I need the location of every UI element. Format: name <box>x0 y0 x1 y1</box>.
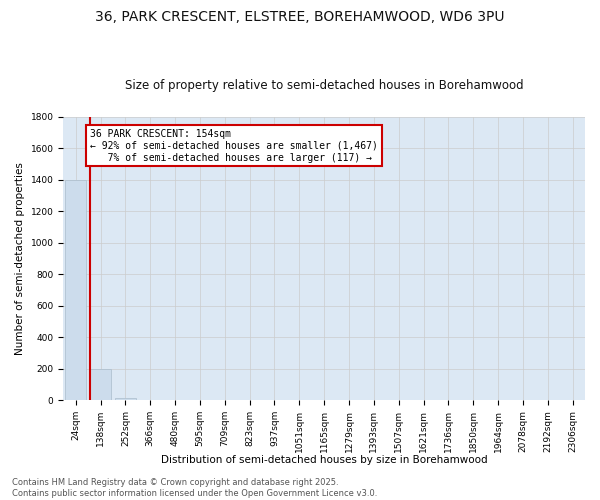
Text: Contains HM Land Registry data © Crown copyright and database right 2025.
Contai: Contains HM Land Registry data © Crown c… <box>12 478 377 498</box>
Title: Size of property relative to semi-detached houses in Borehamwood: Size of property relative to semi-detach… <box>125 79 523 92</box>
X-axis label: Distribution of semi-detached houses by size in Borehamwood: Distribution of semi-detached houses by … <box>161 455 487 465</box>
Text: 36 PARK CRESCENT: 154sqm
← 92% of semi-detached houses are smaller (1,467)
   7%: 36 PARK CRESCENT: 154sqm ← 92% of semi-d… <box>90 130 378 162</box>
Bar <box>115 398 136 400</box>
Y-axis label: Number of semi-detached properties: Number of semi-detached properties <box>15 162 25 355</box>
Text: 36, PARK CRESCENT, ELSTREE, BOREHAMWOOD, WD6 3PU: 36, PARK CRESCENT, ELSTREE, BOREHAMWOOD,… <box>95 10 505 24</box>
Bar <box>90 369 111 400</box>
Bar <box>65 180 86 400</box>
